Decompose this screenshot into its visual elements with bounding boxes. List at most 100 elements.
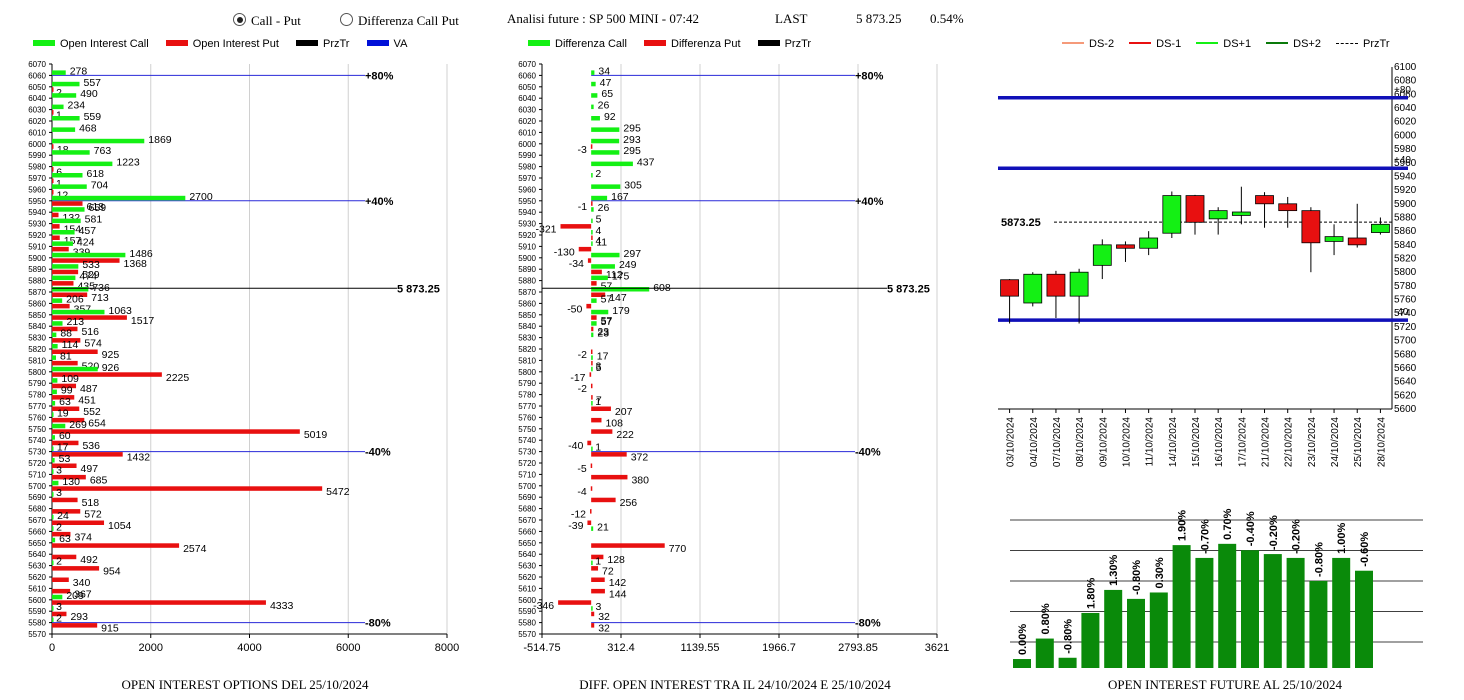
put-value-label: 222 — [616, 429, 634, 441]
legend-ds-2: DS-2 — [1062, 38, 1114, 50]
put-value-label: 685 — [90, 474, 108, 486]
call-bar — [52, 526, 54, 531]
y-tick-label: 6000 — [1394, 130, 1417, 141]
strike-label: 5650 — [28, 539, 46, 548]
date-label: 04/10/2024 — [1029, 417, 1040, 467]
candlestick-chart: 5600 5620 5640 5660 5680 5700 5720 5740 5760 5780… — [998, 62, 1417, 467]
call-bar — [591, 332, 594, 338]
strike-label: 5880 — [518, 277, 536, 286]
call-bar — [52, 344, 58, 349]
strike-label: 5820 — [28, 345, 46, 354]
x-tick-label: 6000 — [336, 642, 360, 654]
y-tick-label: 5860 — [1394, 226, 1417, 237]
candle-body — [1301, 210, 1321, 244]
call-value-label: 1486 — [129, 248, 153, 260]
call-value-label: 26 — [598, 100, 610, 112]
call-value-label: 2 — [56, 521, 62, 533]
oi-future-bar — [1104, 589, 1123, 668]
call-bar — [52, 298, 63, 303]
put-value-label: 5019 — [304, 429, 328, 441]
strike-label: 5950 — [518, 197, 536, 206]
call-bar — [52, 127, 76, 132]
date-label: 16/10/2024 — [1214, 417, 1225, 467]
call-bar — [52, 93, 77, 98]
put-bar — [591, 395, 593, 400]
strike-label: 5870 — [28, 288, 46, 297]
call-value-label: 53 — [59, 453, 71, 465]
put-bar — [591, 543, 665, 548]
strike-label: 5700 — [28, 482, 46, 491]
call-value-label: 57 — [601, 316, 613, 328]
strike-label: 5700 — [518, 482, 536, 491]
call-bar — [52, 230, 75, 235]
y-tick-label: 5980 — [1394, 144, 1417, 155]
put-value-label: -40 — [568, 440, 583, 452]
call-bar — [591, 264, 615, 269]
put-bar — [52, 338, 81, 343]
candle-body — [1208, 210, 1228, 220]
strike-label: 5990 — [518, 151, 536, 160]
call-bar — [52, 252, 126, 258]
put-bar — [591, 474, 628, 480]
strike-label: 6040 — [518, 94, 536, 103]
date-label: 10/10/2024 — [1121, 417, 1132, 467]
put-bar — [591, 360, 593, 366]
put-value-label: 32 — [598, 623, 610, 635]
call-bar — [52, 458, 55, 463]
strike-label: 5660 — [28, 527, 46, 536]
call-value-label: 249 — [619, 259, 637, 271]
strike-label: 5910 — [28, 242, 46, 251]
put-value-label: -2 — [578, 349, 587, 361]
put-value-label: 516 — [81, 326, 99, 338]
strike-label: 5690 — [518, 493, 536, 502]
put-bar — [52, 224, 60, 229]
call-value-label: 206 — [66, 293, 84, 305]
call-bar — [591, 81, 596, 87]
strike-label: 6040 — [28, 94, 46, 103]
put-bar — [52, 189, 54, 195]
put-value-label: 374 — [74, 531, 92, 543]
put-value-label: 713 — [91, 292, 109, 304]
put-value-label: 207 — [615, 406, 633, 418]
candle-body — [1116, 244, 1135, 249]
put-bar — [52, 554, 77, 560]
put-bar — [591, 292, 606, 297]
strike-label: 5920 — [518, 231, 536, 240]
oi-future-label: 1.30% — [1108, 555, 1120, 586]
put-bar — [52, 315, 127, 320]
put-bar — [52, 497, 78, 503]
radio-differenza-label: Differenza Call Put — [358, 13, 459, 28]
put-value-label: 18 — [57, 144, 69, 156]
put-bar — [52, 281, 74, 286]
call-value-label: 130 — [62, 476, 80, 488]
put-bar — [52, 144, 54, 149]
date-label: 15/10/2024 — [1191, 417, 1202, 467]
radio-differenza[interactable]: Differenza Call Put — [340, 13, 459, 29]
level-label: +40% — [855, 196, 884, 208]
put-value-label: -12 — [571, 509, 586, 521]
call-value-label: 1223 — [116, 157, 140, 169]
oi-future-bar — [1172, 545, 1191, 668]
radio-call-put[interactable]: Call - Put — [233, 13, 301, 29]
put-bar — [52, 212, 59, 218]
candle-body — [1255, 195, 1274, 205]
call-value-label: 109 — [61, 373, 79, 385]
call-value-label: 26 — [598, 202, 610, 214]
put-bar — [591, 326, 594, 332]
oi-future-label: -0.80% — [1063, 619, 1075, 654]
strike-label: 5900 — [28, 254, 46, 263]
call-bar — [591, 446, 593, 452]
put-value-label: 32 — [598, 611, 610, 623]
oi-future-label: -0.70% — [1199, 519, 1211, 554]
strike-label: 5880 — [28, 277, 46, 286]
put-bar — [52, 623, 98, 628]
call-bar — [52, 173, 83, 178]
title-oi-options: OPEN INTEREST OPTIONS DEL 25/10/2024 — [121, 677, 369, 692]
strike-label: 5630 — [28, 562, 46, 571]
strike-label: 5570 — [28, 630, 46, 639]
put-value-label: -321 — [535, 224, 556, 236]
strike-label: 5600 — [28, 596, 46, 605]
strike-label: 6050 — [518, 83, 536, 92]
put-value-label: 1054 — [108, 520, 132, 532]
put-bar — [591, 577, 605, 582]
